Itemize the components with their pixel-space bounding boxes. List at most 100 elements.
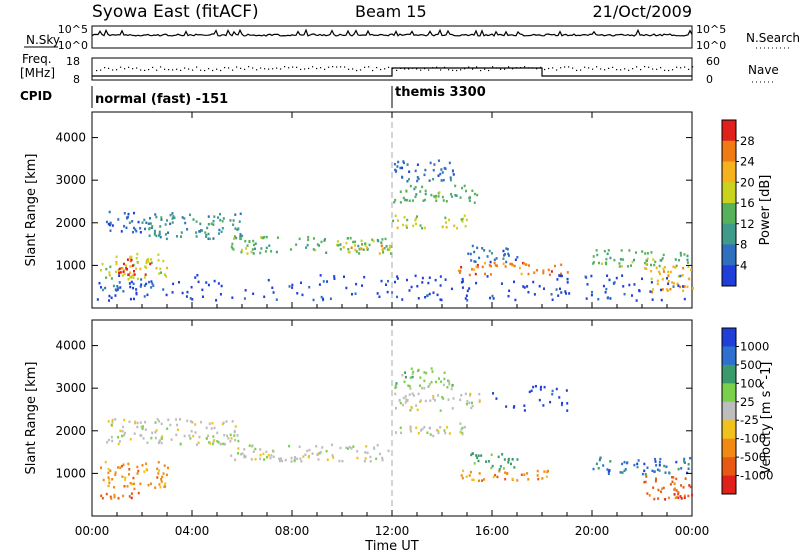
- nave-dot: [388, 66, 390, 68]
- data-cell: [299, 457, 302, 461]
- nave-dot: [380, 68, 382, 71]
- colorbar-swatch: [722, 265, 736, 287]
- data-cell: [160, 422, 163, 426]
- data-cell: [159, 235, 162, 239]
- data-cell: [683, 253, 686, 256]
- data-cell: [399, 201, 402, 204]
- data-cell: [118, 274, 121, 277]
- data-cell: [131, 274, 134, 278]
- data-cell: [156, 418, 159, 421]
- data-cell: [132, 276, 135, 280]
- data-cell: [645, 475, 648, 478]
- data-cell: [464, 225, 467, 228]
- data-cell: [667, 496, 670, 500]
- data-cell: [421, 276, 424, 280]
- data-cell: [233, 235, 236, 238]
- colorbar-swatch: [722, 244, 736, 266]
- data-cell: [691, 287, 694, 290]
- data-cell: [500, 282, 503, 285]
- data-cell: [520, 473, 523, 477]
- data-cell: [109, 221, 112, 225]
- data-cell: [690, 493, 693, 497]
- data-cell: [602, 284, 605, 288]
- data-cell: [560, 403, 563, 407]
- colorbar-swatch: [722, 203, 736, 225]
- colorbar-tick-label: 25: [740, 395, 755, 409]
- data-cell: [527, 272, 530, 276]
- data-cell: [533, 271, 536, 274]
- data-cell: [661, 277, 664, 281]
- data-cell: [606, 274, 609, 278]
- nave-dot: [132, 68, 134, 70]
- data-cell: [460, 474, 463, 477]
- data-cell: [421, 386, 424, 390]
- data-cell: [132, 282, 135, 286]
- data-cell: [108, 223, 111, 227]
- data-cell: [679, 251, 682, 255]
- nave-dot: [500, 68, 502, 70]
- data-cell: [543, 470, 546, 473]
- data-cell: [507, 252, 510, 256]
- data-cell: [444, 431, 447, 435]
- data-cell: [446, 379, 449, 382]
- data-cell: [459, 196, 462, 199]
- data-cell: [433, 399, 436, 402]
- data-cell: [169, 222, 172, 226]
- nave-dot: [420, 69, 422, 71]
- data-cell: [263, 295, 266, 299]
- colorbar-swatch: [722, 401, 736, 421]
- data-cell: [241, 452, 244, 455]
- data-cell: [311, 452, 314, 455]
- data-cell: [476, 246, 479, 250]
- data-cell: [250, 458, 253, 461]
- data-cell: [132, 226, 135, 230]
- data-cell: [471, 268, 474, 271]
- data-cell: [502, 257, 505, 260]
- nave-dot: [184, 67, 186, 69]
- nave-dot: [236, 66, 238, 68]
- data-cell: [278, 457, 281, 461]
- data-cell: [160, 477, 163, 481]
- data-cell: [416, 179, 419, 183]
- data-cell: [429, 161, 432, 165]
- data-cell: [135, 256, 138, 260]
- data-cell: [473, 192, 476, 196]
- data-cell: [489, 260, 492, 264]
- data-cell: [211, 442, 214, 446]
- data-cell: [317, 244, 320, 247]
- data-cell: [109, 229, 112, 232]
- data-cell: [551, 389, 554, 393]
- nave-dot: [660, 67, 662, 69]
- data-cell: [469, 252, 472, 256]
- data-cell: [144, 273, 147, 276]
- data-cell: [114, 294, 117, 297]
- data-cell: [657, 497, 660, 500]
- data-cell: [448, 218, 451, 222]
- data-cell: [140, 278, 143, 281]
- nave-dot: [668, 69, 670, 72]
- data-cell: [113, 493, 116, 497]
- data-cell: [360, 239, 363, 243]
- nave-dot: [692, 66, 694, 68]
- data-cell: [424, 189, 427, 193]
- nave-dot: [608, 67, 610, 70]
- data-cell: [401, 176, 404, 179]
- data-cell: [509, 262, 512, 266]
- nave-dot: [580, 69, 582, 71]
- data-cell: [358, 247, 361, 251]
- data-cell: [279, 457, 282, 460]
- data-cell: [664, 471, 667, 474]
- data-cell: [414, 195, 417, 199]
- data-cell: [419, 190, 422, 193]
- data-cell: [240, 250, 243, 254]
- data-cell: [98, 281, 101, 285]
- data-cell: [416, 284, 419, 288]
- data-cell: [418, 384, 421, 387]
- data-cell: [128, 468, 131, 471]
- freq-bottom-tick: 8: [73, 73, 80, 86]
- data-cell: [448, 432, 451, 435]
- data-cell: [132, 297, 135, 301]
- data-cell: [626, 265, 629, 268]
- data-cell: [633, 258, 636, 262]
